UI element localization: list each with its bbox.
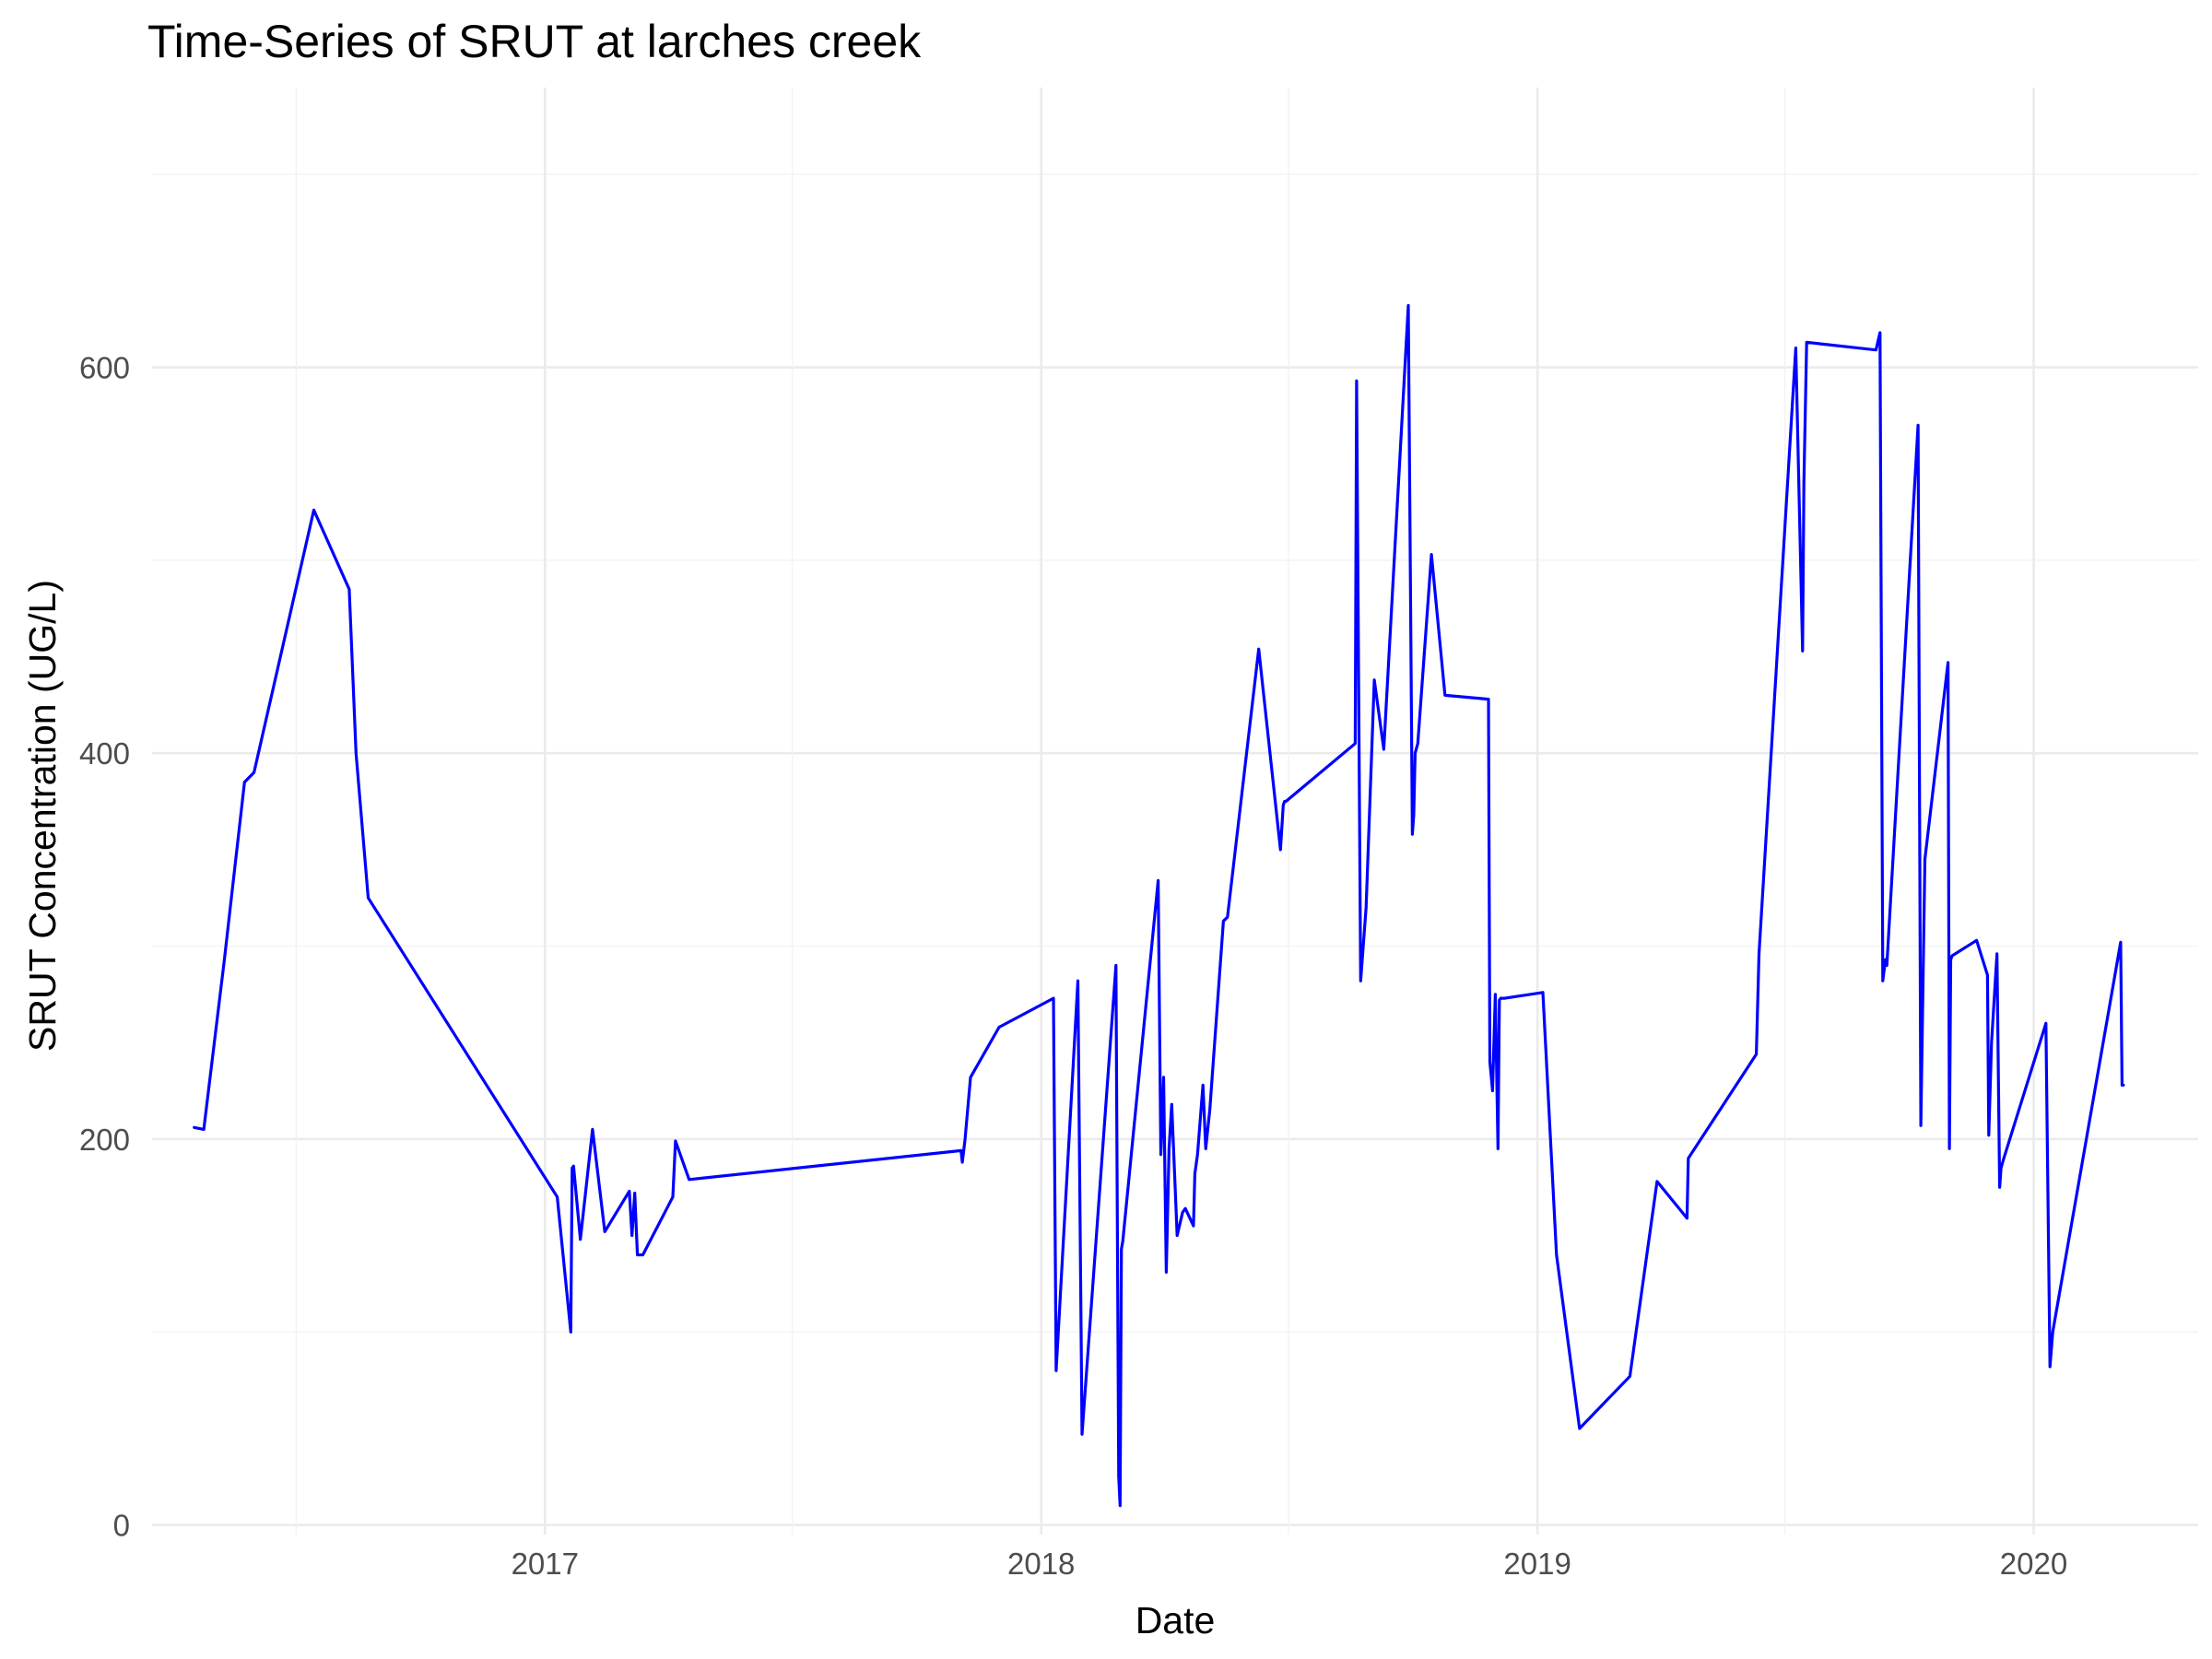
y-axis-ticks: 0 200 400 600 [79, 351, 130, 1543]
x-tick-label: 2019 [1503, 1547, 1571, 1581]
x-axis-ticks: 2017 2018 2019 2020 [512, 1547, 2068, 1581]
series-line [193, 303, 2125, 1508]
y-tick-label: 200 [79, 1123, 130, 1157]
y-tick-label: 600 [79, 351, 130, 385]
y-tick-label: 0 [113, 1509, 130, 1543]
x-tick-label: 2017 [512, 1547, 579, 1581]
x-axis-title: Date [1135, 1599, 1216, 1641]
grid [152, 88, 2198, 1535]
y-tick-label: 400 [79, 736, 130, 771]
y-axis-title: SRUT Concentration (UG/L) [21, 580, 64, 1052]
chart-title: Time-Series of SRUT at larches creek [147, 16, 922, 67]
x-tick-label: 2020 [2000, 1547, 2067, 1581]
x-tick-label: 2018 [1007, 1547, 1075, 1581]
series-layer [193, 303, 2125, 1508]
